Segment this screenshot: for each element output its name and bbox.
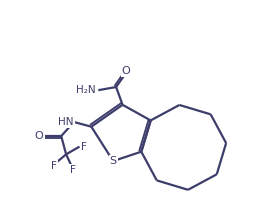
Text: F: F [70, 165, 76, 175]
Text: F: F [81, 142, 87, 152]
Text: S: S [110, 156, 117, 166]
Text: H₂N: H₂N [76, 85, 96, 95]
Text: F: F [51, 161, 57, 171]
Text: O: O [35, 131, 43, 141]
Text: HN: HN [58, 117, 74, 127]
Text: O: O [121, 66, 130, 76]
